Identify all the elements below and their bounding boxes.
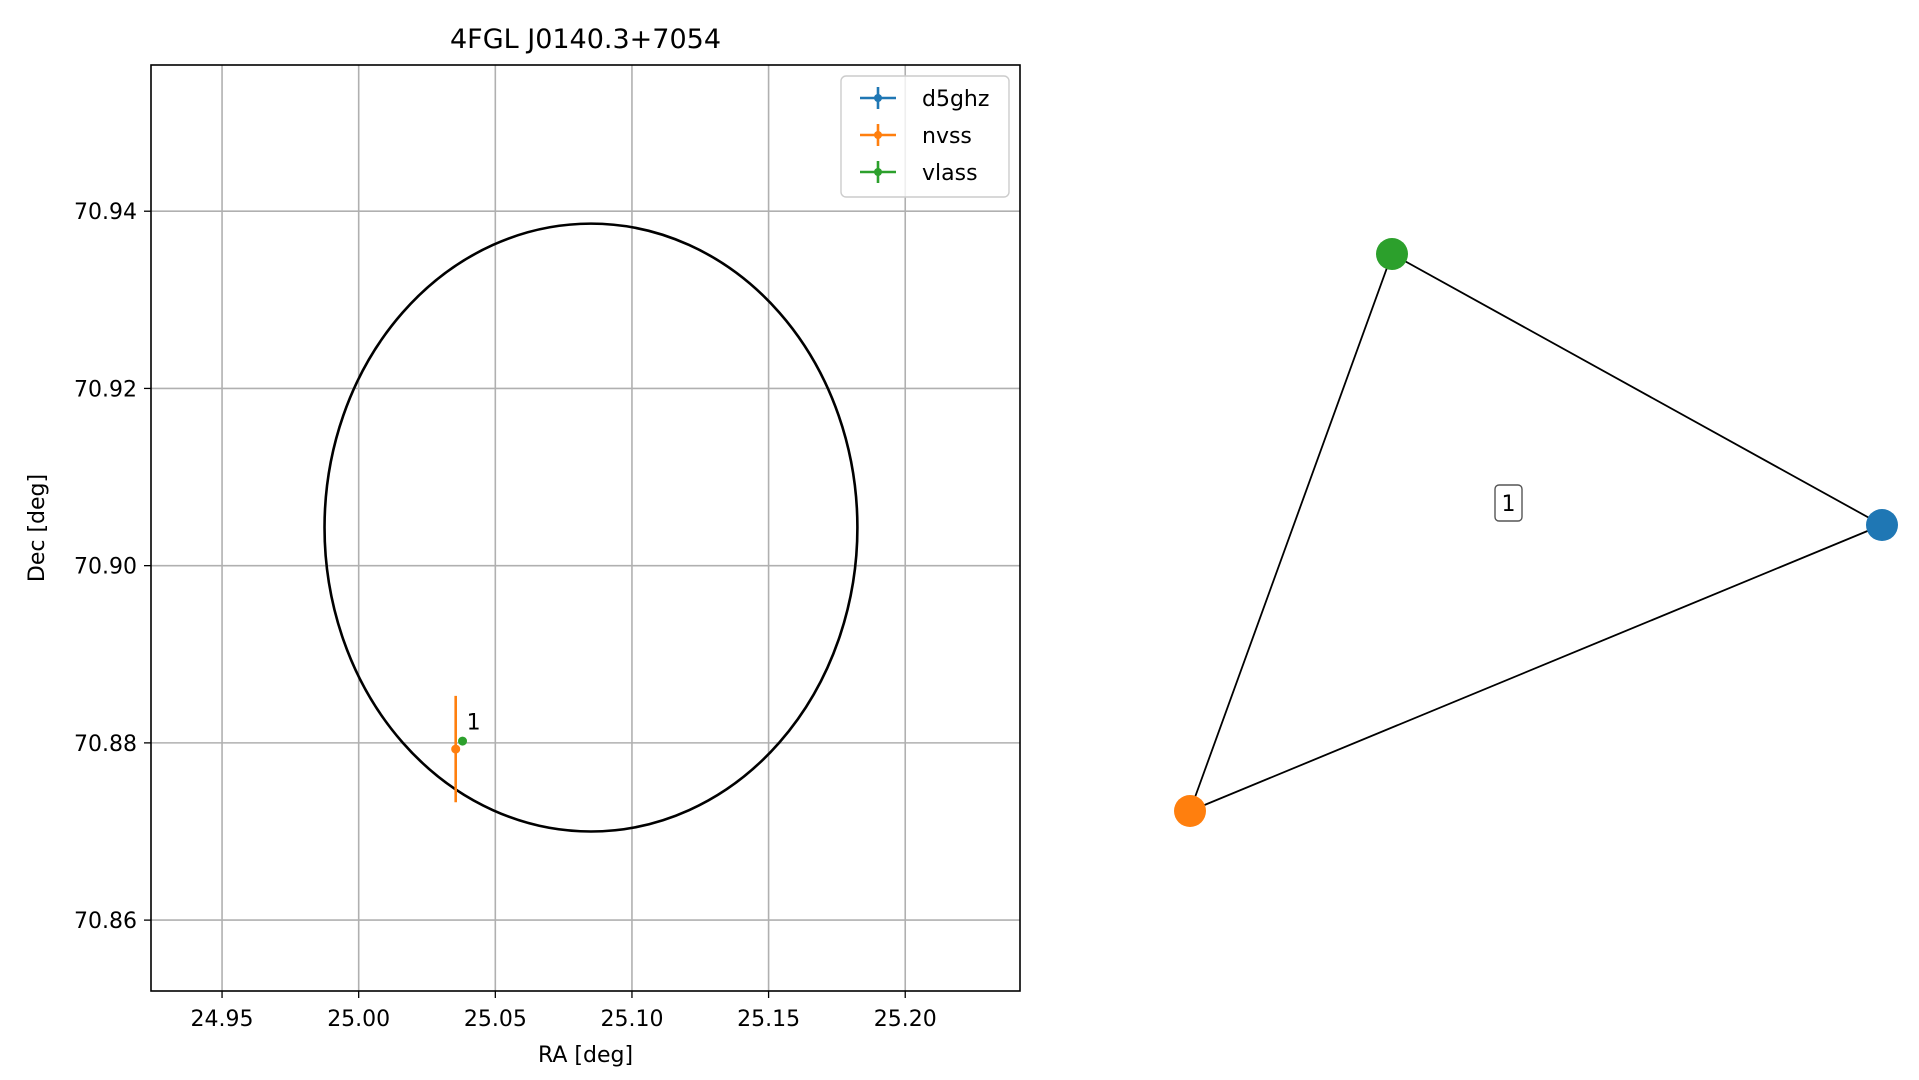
network-edge [1189, 524, 1883, 812]
chart-title: 4FGL J0140.3+7054 [450, 24, 721, 55]
x-tick-label: 25.15 [737, 1007, 800, 1032]
grid [151, 65, 1020, 991]
legend-vlass-marker [874, 168, 882, 176]
network-edge [1391, 253, 1883, 526]
legend-d5ghz-label: d5ghz [922, 87, 989, 112]
legend-vlass-label: vlass [922, 161, 978, 186]
plot-background [151, 65, 1020, 991]
nvss-point [451, 744, 461, 754]
network-node-nvss [1174, 795, 1206, 827]
point-annotation: 1 [467, 711, 481, 736]
x-tick-label: 25.20 [874, 1007, 937, 1032]
legend-box [840, 75, 1010, 198]
x-tick-label: 25.05 [464, 1007, 527, 1032]
y-tick-label: 70.94 [74, 200, 137, 225]
legend: d5ghz nvss vlass [840, 75, 1010, 198]
network-edges [1189, 253, 1883, 812]
network-edge [1189, 253, 1393, 812]
x-tick-label: 25.00 [327, 1007, 390, 1032]
y-tick-label: 70.86 [74, 909, 137, 934]
network-node-d5ghz [1866, 509, 1898, 541]
network-label-text: 1 [1502, 492, 1516, 517]
y-tick-label: 70.88 [74, 732, 137, 757]
network-panel: 1 [1174, 238, 1898, 827]
axis-ticks: 24.95 25.00 25.05 25.10 25.15 25.20 70.86 70.88… [74, 200, 937, 1032]
y-tick-label: 70.90 [74, 555, 137, 580]
x-tick-label: 24.95 [191, 1007, 254, 1032]
network-node-vlass [1376, 238, 1408, 270]
localization-ellipse-layer [323, 222, 859, 833]
y-tick-label: 70.92 [74, 377, 137, 402]
vlass-point [458, 736, 468, 746]
plot-frame [150, 64, 1021, 992]
legend-nvss-marker [874, 131, 882, 139]
x-tick-label: 25.10 [600, 1007, 663, 1032]
localization-ellipse [323, 222, 859, 833]
scatter-panel: 1 24.95 25.00 25.05 25.10 25.15 25.20 70.86 70.… [25, 24, 1021, 1068]
data-points-layer: 1 [451, 695, 481, 803]
legend-d5ghz-marker [874, 94, 882, 102]
network-nodes [1174, 238, 1898, 827]
network-label-box [1494, 484, 1523, 522]
legend-nvss-label: nvss [922, 124, 972, 149]
y-axis-label: Dec [deg] [25, 474, 50, 582]
x-axis-label: RA [deg] [538, 1043, 633, 1068]
network-label: 1 [1494, 484, 1523, 522]
